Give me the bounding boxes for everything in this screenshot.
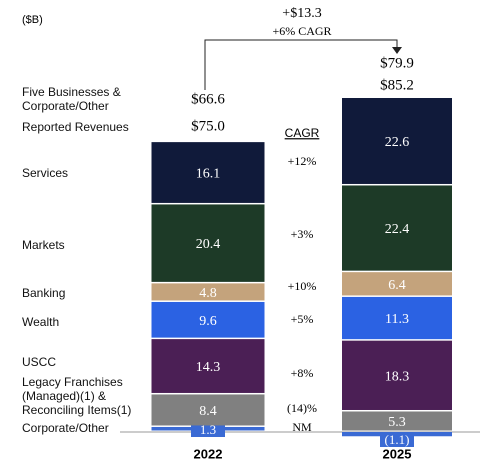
value-label: 14.3 bbox=[196, 360, 221, 375]
cagr-value: +10% bbox=[288, 279, 317, 293]
bar-segment bbox=[342, 272, 452, 296]
bar-segment bbox=[342, 411, 452, 431]
total-value: $75.0 bbox=[191, 118, 225, 134]
series-label: USCC bbox=[22, 355, 57, 369]
annotation: +$13.3 bbox=[282, 6, 321, 21]
total-label: Reported Revenues bbox=[22, 120, 129, 134]
value-label: 4.8 bbox=[199, 286, 217, 301]
value-label: 18.3 bbox=[385, 369, 410, 384]
arrowhead bbox=[392, 47, 402, 54]
cagr-value: +8% bbox=[291, 366, 314, 380]
series-label: Legacy Franchises (Managed)(1) & Reconci… bbox=[22, 375, 132, 417]
total-value: $79.9 bbox=[380, 55, 414, 71]
cagr-value: +3% bbox=[291, 227, 314, 241]
cagr-value: +5% bbox=[291, 312, 314, 326]
series-label: Wealth bbox=[22, 315, 60, 329]
value-label: (1.1) bbox=[385, 432, 410, 447]
series-label: Banking bbox=[22, 286, 66, 300]
label-box bbox=[380, 433, 414, 447]
x-tick-label: 2022 bbox=[194, 446, 223, 461]
value-label: 1.3 bbox=[200, 422, 216, 437]
label-box bbox=[191, 423, 225, 437]
cagr-value: +12% bbox=[288, 154, 317, 168]
bar-segment bbox=[342, 98, 452, 184]
total-value: $85.2 bbox=[380, 77, 414, 93]
cagr-value: (14)% bbox=[287, 401, 317, 415]
series-label: Services bbox=[22, 166, 69, 180]
unit: ($B) bbox=[22, 14, 43, 26]
value-label: 22.4 bbox=[385, 222, 410, 237]
bar-segment bbox=[151, 339, 265, 393]
value-label: 16.1 bbox=[196, 166, 221, 181]
total-label: Five Businesses & Corporate/Other bbox=[22, 85, 121, 113]
bar-segment bbox=[342, 185, 452, 271]
series-label: Corporate/Other bbox=[22, 421, 109, 435]
bar-segment bbox=[151, 301, 265, 338]
bar-segment bbox=[151, 204, 265, 282]
arrow bbox=[204, 39, 398, 90]
series-label: Markets bbox=[22, 238, 65, 252]
bar-segment bbox=[151, 283, 265, 301]
value-label: 8.4 bbox=[199, 404, 217, 419]
value-label: 6.4 bbox=[388, 278, 406, 293]
bar-segment bbox=[342, 340, 452, 410]
annotation: +6% CAGR bbox=[272, 24, 331, 38]
x-tick-label: 2025 bbox=[383, 446, 412, 461]
cagr-header: CAGR bbox=[285, 126, 320, 140]
cagr-value: NM bbox=[292, 420, 312, 434]
bar-segment bbox=[151, 394, 265, 426]
value-label: 11.3 bbox=[385, 312, 409, 327]
value-label: 22.6 bbox=[385, 135, 410, 150]
total-value: $66.6 bbox=[191, 91, 225, 107]
bar-segment bbox=[342, 296, 452, 340]
value-label: 9.6 bbox=[199, 314, 217, 329]
bar-segment bbox=[151, 142, 265, 203]
value-label: 5.3 bbox=[388, 415, 406, 430]
value-label: 20.4 bbox=[196, 237, 221, 252]
